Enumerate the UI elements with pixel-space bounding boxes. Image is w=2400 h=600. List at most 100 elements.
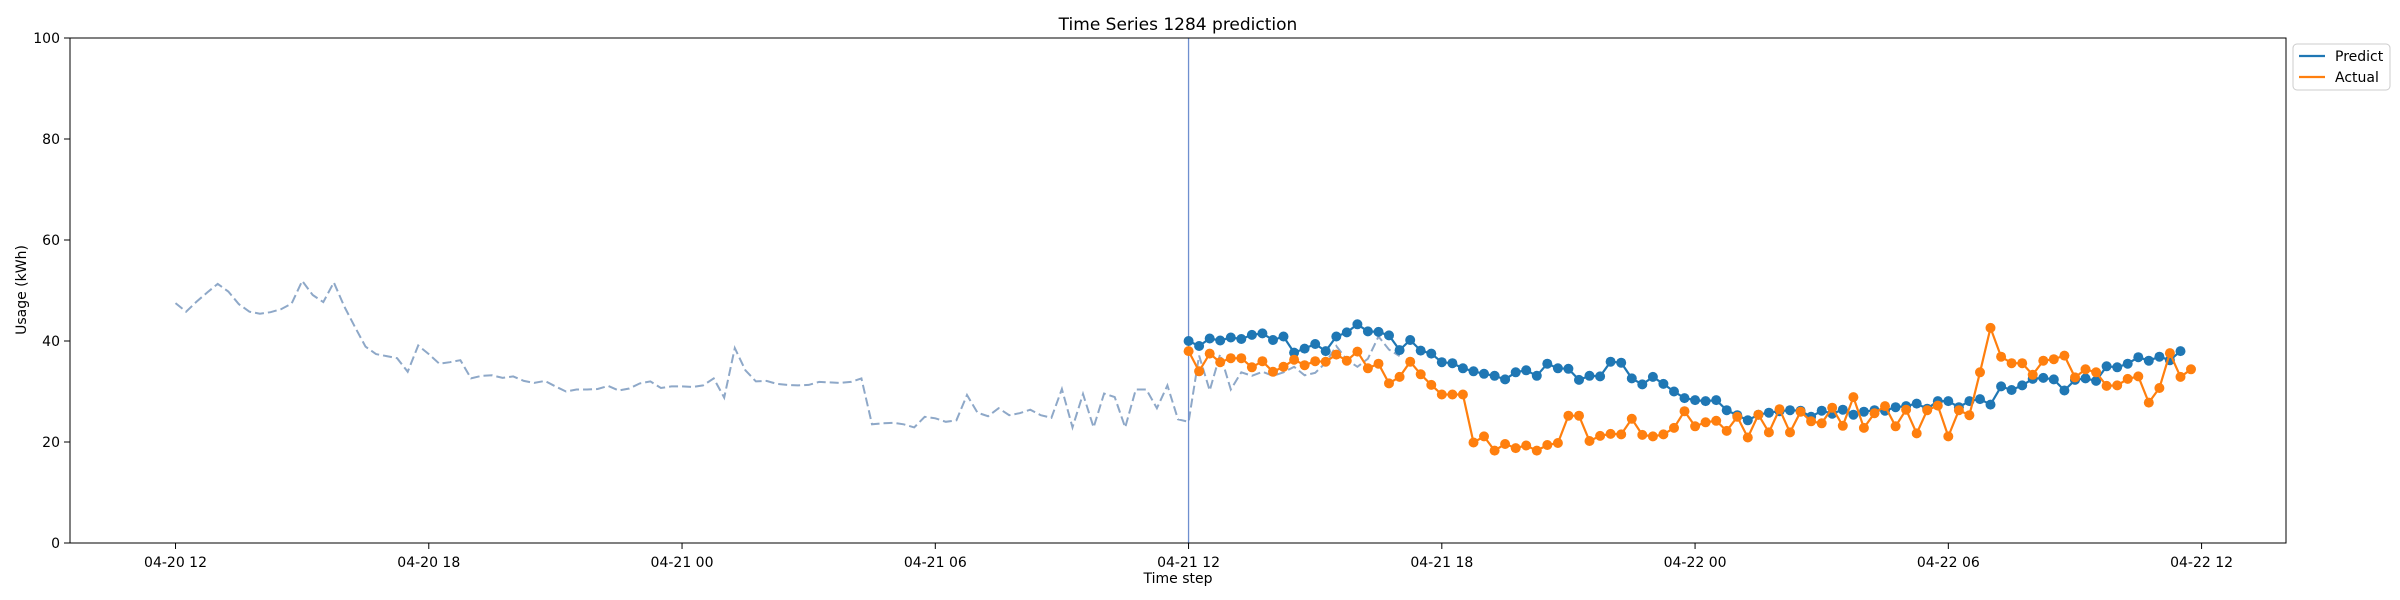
actual-point xyxy=(1637,429,1648,440)
y-tick-label: 60 xyxy=(42,233,60,249)
actual-point xyxy=(1246,362,1257,373)
predict-point xyxy=(1690,395,1701,406)
actual-point xyxy=(1647,431,1658,442)
predict-point xyxy=(2006,385,2017,395)
predict-point xyxy=(1479,368,1489,379)
actual-point xyxy=(1774,404,1785,415)
actual-point xyxy=(1679,406,1690,417)
predict-point xyxy=(1700,396,1711,407)
predict-point xyxy=(1320,346,1331,357)
predict-point xyxy=(1574,374,1584,385)
predict-point xyxy=(1415,345,1426,356)
predict-point xyxy=(1637,379,1648,390)
actual-point xyxy=(1457,389,1468,400)
actual-point xyxy=(1943,431,1954,442)
actual-point xyxy=(1932,400,1943,411)
predict-point xyxy=(2154,351,2165,362)
predict-point xyxy=(1447,358,1458,369)
actual-point xyxy=(2186,364,2196,375)
actual-point xyxy=(1985,322,1996,333)
predict-point xyxy=(1436,357,1447,368)
predict-point xyxy=(1837,404,1848,415)
predict-point xyxy=(2017,380,2028,391)
predict-point xyxy=(2038,372,2049,383)
actual-point xyxy=(1310,356,1321,367)
predict-point xyxy=(1236,334,1247,344)
predict-point xyxy=(1552,363,1563,374)
actual-point xyxy=(1827,402,1838,413)
predict-point xyxy=(1763,407,1774,418)
actual-point xyxy=(1605,428,1616,439)
actual-point xyxy=(1848,392,1859,403)
predict-point xyxy=(1215,335,1226,346)
predict-point xyxy=(1626,373,1637,384)
actual-point xyxy=(1700,417,1711,428)
x-tick-label: 04-21 06 xyxy=(904,555,967,571)
predict-point xyxy=(1858,406,1869,417)
predict-point xyxy=(1468,366,1479,377)
legend: Predict Actual xyxy=(2292,43,2391,91)
predict-point xyxy=(1605,356,1616,367)
actual-point xyxy=(1236,353,1247,364)
actual-point xyxy=(1394,371,1405,382)
predict-point xyxy=(1384,330,1394,341)
predict-point xyxy=(2143,355,2154,366)
y-tick-label: 0 xyxy=(51,536,60,552)
actual-point xyxy=(2038,355,2049,366)
predict-point xyxy=(1647,371,1658,382)
actual-point xyxy=(2154,383,2165,393)
actual-point xyxy=(1510,443,1521,454)
predict-point xyxy=(1816,405,1827,416)
actual-point xyxy=(2122,373,2133,384)
actual-point xyxy=(2080,364,2091,375)
actual-point xyxy=(1289,354,1300,365)
actual-point xyxy=(1542,440,1553,450)
predict-point xyxy=(1542,358,1553,369)
predict-point xyxy=(1183,336,1194,346)
predict-point xyxy=(1394,345,1405,356)
predict-point xyxy=(1848,409,1859,420)
actual-point xyxy=(1531,445,1542,456)
x-tick-label: 04-21 00 xyxy=(651,555,714,571)
actual-point xyxy=(2133,371,2144,382)
predict-point xyxy=(2101,361,2112,372)
actual-point xyxy=(1479,431,1489,442)
x-tick-label: 04-22 00 xyxy=(1664,555,1727,571)
predict-point xyxy=(1204,333,1215,344)
actual-point xyxy=(2101,380,2112,391)
actual-point xyxy=(1362,363,1373,374)
predict-point xyxy=(1975,394,1985,405)
actual-point xyxy=(2048,354,2059,365)
actual-line xyxy=(1187,324,2192,453)
predict-point xyxy=(1742,415,1753,426)
legend-label: Predict xyxy=(2335,49,2384,65)
actual-point xyxy=(1711,415,1722,426)
predict-point xyxy=(1531,370,1542,381)
actual-point xyxy=(1669,422,1679,433)
actual-point xyxy=(1880,401,1890,412)
actual-point xyxy=(1901,404,1912,415)
predict-point xyxy=(1457,363,1468,374)
y-axis-title: Usage (kWh) xyxy=(14,245,30,335)
predict-point xyxy=(1658,378,1669,389)
actual-point xyxy=(1785,427,1795,438)
history-line xyxy=(174,278,1401,431)
predict-point xyxy=(1521,365,1532,376)
actual-point xyxy=(2091,367,2102,378)
actual-point xyxy=(1194,366,1205,377)
actual-point xyxy=(1552,438,1563,448)
actual-point xyxy=(1183,346,1194,357)
predict-point xyxy=(1373,326,1384,337)
predict-point xyxy=(2080,373,2091,384)
actual-point xyxy=(1763,427,1774,438)
actual-point xyxy=(1953,405,1964,416)
predict-point xyxy=(1405,335,1416,345)
y-tick-label: 40 xyxy=(42,334,60,350)
actual-point xyxy=(1964,410,1975,421)
actual-point xyxy=(2175,371,2186,382)
actual-point xyxy=(2059,350,2070,361)
predict-point xyxy=(1563,363,1574,374)
actual-point xyxy=(1341,355,1352,366)
actual-point xyxy=(1658,429,1669,440)
predict-point xyxy=(1278,331,1289,342)
